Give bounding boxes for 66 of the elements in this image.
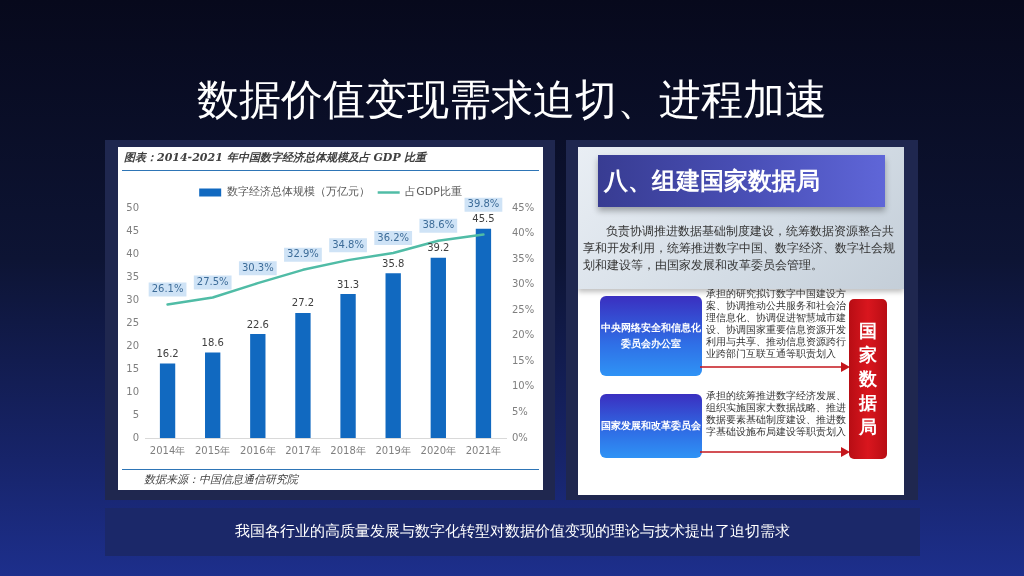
- y2-tick-label: 5%: [512, 406, 528, 418]
- y-tick-label: 25: [126, 316, 139, 328]
- y-tick-label: 15: [126, 362, 139, 374]
- data-label: 22.6: [246, 318, 269, 330]
- y2-tick-label: 0%: [512, 431, 528, 443]
- data-label: 30.3%: [241, 261, 274, 273]
- rounded-box: 中央网络安全和信息化委员会办公室: [600, 296, 702, 376]
- data-label: 27.2: [291, 297, 315, 309]
- source-note: 数据来源：中国信息通信研究院: [122, 469, 539, 489]
- bar: [250, 334, 266, 438]
- data-label: 31.3: [336, 278, 360, 290]
- data-label: 39.2: [427, 242, 450, 254]
- y2-tick-label: 40%: [512, 227, 535, 239]
- x-tick-label: 2014年: [149, 444, 186, 456]
- rounded-box: 国家数据局: [849, 299, 887, 459]
- text: 我国各行业的高质量发展与数字化转型对数据价值变现的理论与技术提出了迫切需求: [105, 508, 920, 556]
- data-label: 36.2%: [377, 231, 410, 243]
- text: 承担的研究拟订数字中国建设方案、协调推动公共服务和社会治理信息化、协调促进智慧城市建设、协调国家重要信息资源开发利用与共享、推动信息资源跨行业跨部门互联互通等职责划入: [706, 288, 846, 360]
- text: 数据价值变现需求迫切、进程加速: [196, 74, 828, 126]
- x-tick-label: 2018年: [330, 444, 366, 456]
- rounded-box: 国家发展和改革委员会: [600, 394, 702, 458]
- bar: [475, 228, 492, 438]
- data-label: 18.6: [201, 337, 224, 349]
- y-tick-label: 45: [126, 224, 139, 236]
- y2-tick-label: 25%: [512, 303, 535, 315]
- legend-label: 数字经济总体规模（万亿元）: [226, 185, 370, 199]
- data-label: 27.5%: [196, 276, 229, 288]
- data-label: 38.6%: [422, 219, 455, 231]
- x-tick-label: 2019年: [375, 444, 411, 456]
- x-tick-label: 2020年: [420, 444, 457, 456]
- data-label: 35.8: [382, 257, 405, 269]
- data-label: 39.8%: [467, 198, 500, 210]
- bar: [159, 363, 176, 438]
- y2-tick-label: 10%: [512, 380, 535, 392]
- y2-tick-label: 45%: [512, 201, 535, 213]
- bar: [295, 312, 311, 438]
- chart-title: 图表：2014-2021 年中国数字经济总体规模及占 GDP 比重: [122, 147, 539, 171]
- y-tick-label: 40: [126, 247, 139, 259]
- x-tick-label: 2016年: [240, 444, 276, 456]
- y2-tick-label: 15%: [512, 354, 535, 366]
- data-label: 26.1%: [151, 283, 184, 295]
- y-tick-label: 35: [126, 270, 139, 282]
- y-tick-label: 20: [126, 339, 139, 351]
- y2-tick-label: 35%: [512, 252, 535, 264]
- y2-tick-label: 30%: [512, 278, 535, 290]
- y-tick-label: 0: [132, 431, 139, 443]
- text: 负责协调推进数据基础制度建设，统筹数据资源整合共享和开发利用，统筹推进数字中国、数字经济、数字社会规划和建设等，由国家发展和改革委员会管理。: [583, 223, 896, 274]
- y-tick-label: 30: [126, 293, 139, 305]
- y-tick-label: 10: [126, 385, 139, 397]
- data-label: 45.5: [472, 213, 495, 225]
- bar: [205, 352, 221, 438]
- data-label: 16.2: [156, 348, 179, 360]
- y-tick-label: 5: [132, 408, 139, 420]
- data-label: 34.8%: [332, 238, 364, 250]
- bar: [430, 257, 446, 438]
- bar: [340, 294, 356, 438]
- text: 承担的统筹推进数字经济发展、组织实施国家大数据战略、推进数据要素基础制度建设、推进数字基础设施布局建设等职责划入: [706, 390, 846, 438]
- y2-tick-label: 20%: [512, 329, 535, 341]
- data-label: 32.9%: [287, 248, 319, 260]
- x-tick-label: 2015年: [194, 444, 231, 456]
- y-tick-label: 50: [126, 201, 139, 213]
- heading-banner: 八、组建国家数据局: [598, 155, 885, 207]
- x-tick-label: 2017年: [285, 444, 321, 456]
- bar: [385, 273, 401, 438]
- legend-label: 占GDP比重: [405, 185, 462, 199]
- x-tick-label: 2021年: [465, 444, 502, 456]
